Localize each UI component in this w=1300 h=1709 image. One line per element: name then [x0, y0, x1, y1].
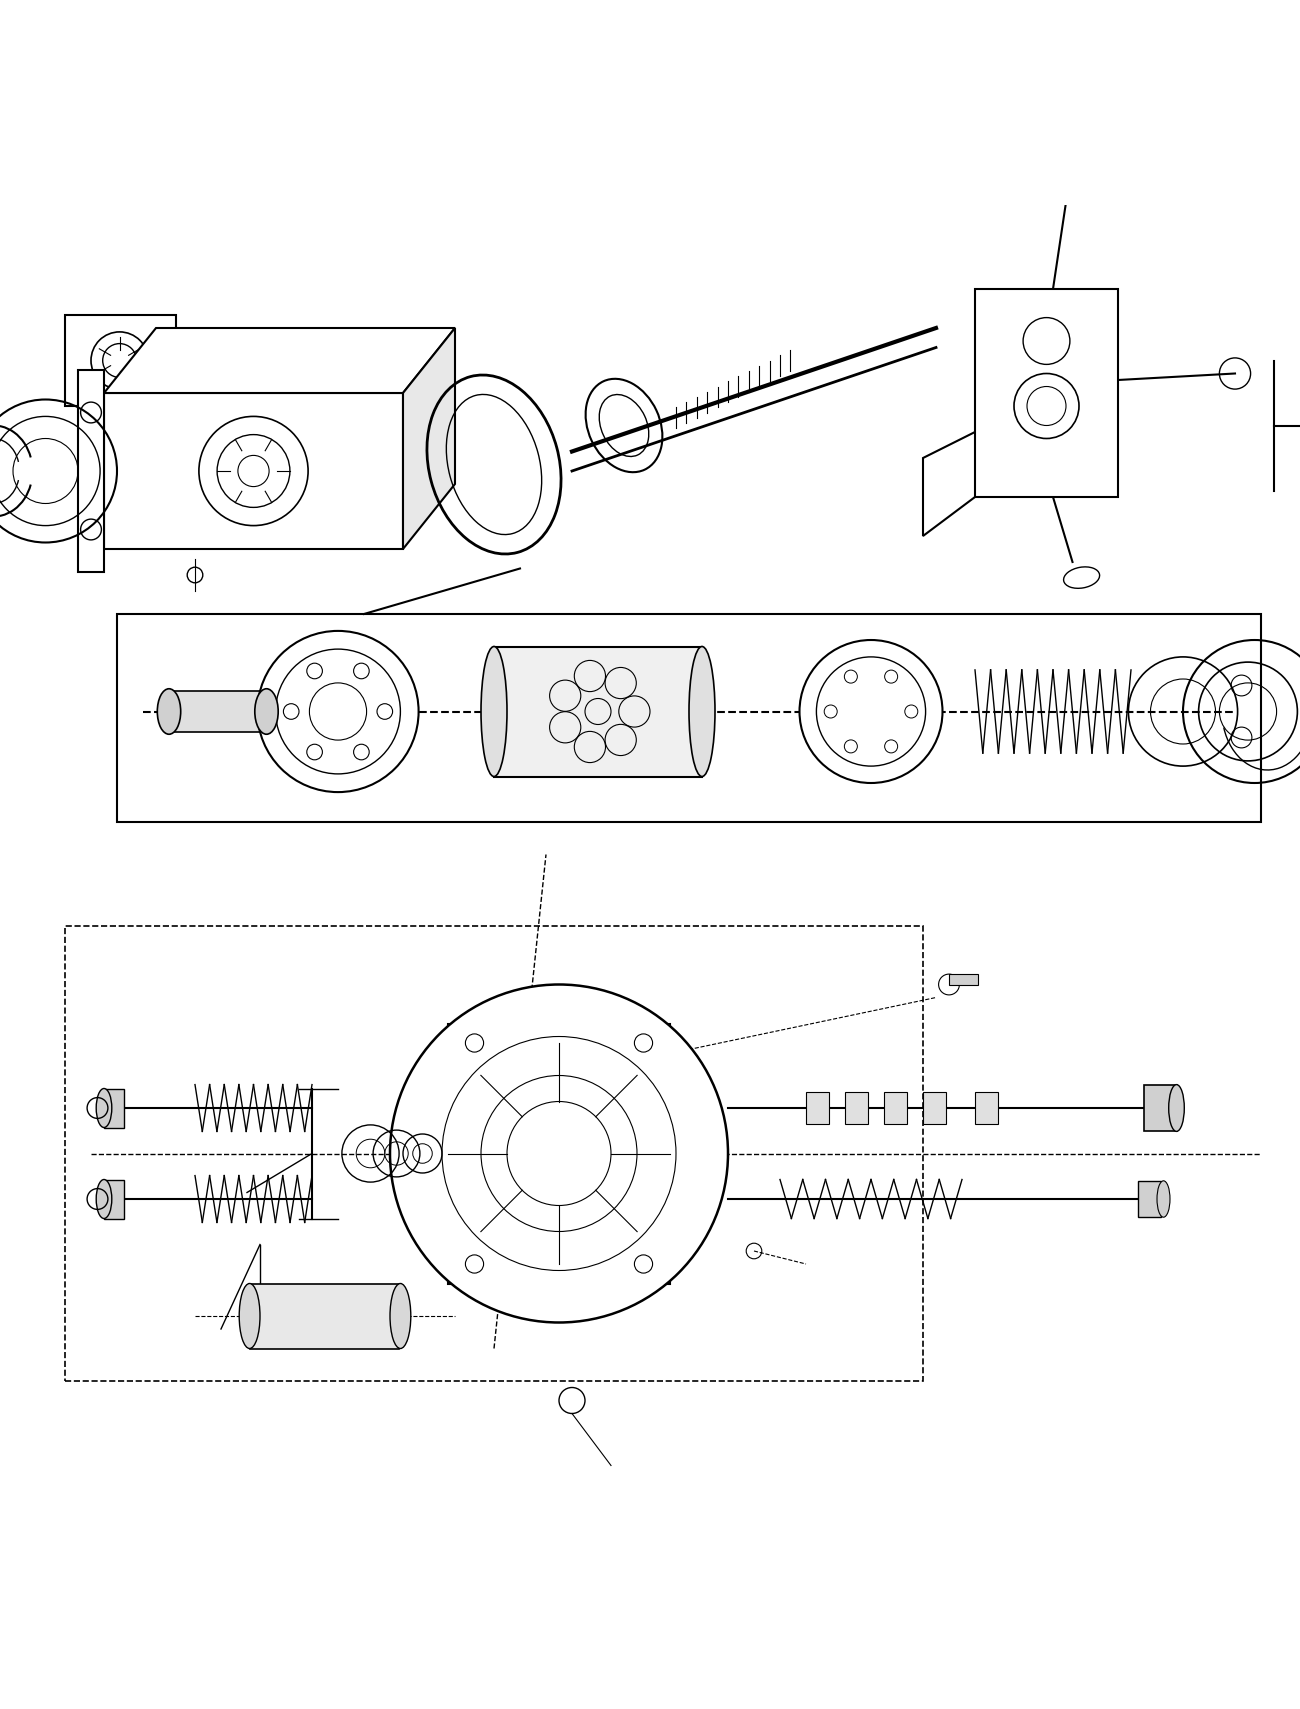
Ellipse shape [390, 1283, 411, 1348]
Ellipse shape [1157, 1181, 1170, 1217]
Bar [104, 1179, 124, 1219]
Ellipse shape [1169, 1085, 1184, 1131]
Ellipse shape [255, 689, 278, 735]
Ellipse shape [689, 646, 715, 776]
Bar [923, 1092, 946, 1123]
Circle shape [800, 639, 942, 783]
Polygon shape [403, 328, 455, 549]
Polygon shape [78, 369, 104, 573]
Circle shape [257, 631, 419, 791]
Bar [845, 1092, 868, 1123]
Ellipse shape [96, 1179, 112, 1219]
Ellipse shape [157, 689, 181, 735]
Bar [117, 614, 1261, 822]
Ellipse shape [96, 1089, 112, 1128]
Bar [949, 974, 978, 984]
Bar [884, 1092, 907, 1123]
Polygon shape [104, 328, 455, 393]
Bar [806, 1092, 829, 1123]
Circle shape [390, 984, 728, 1323]
Bar [1144, 1085, 1176, 1131]
Bar [1138, 1181, 1161, 1217]
Bar [975, 1092, 998, 1123]
Ellipse shape [481, 646, 507, 776]
Bar [65, 926, 923, 1381]
Bar [65, 314, 176, 407]
Polygon shape [104, 393, 403, 549]
Bar [494, 646, 702, 776]
Ellipse shape [239, 1283, 260, 1348]
Bar [104, 1089, 124, 1128]
Bar [169, 690, 266, 731]
Polygon shape [975, 289, 1118, 497]
Bar [250, 1283, 399, 1348]
